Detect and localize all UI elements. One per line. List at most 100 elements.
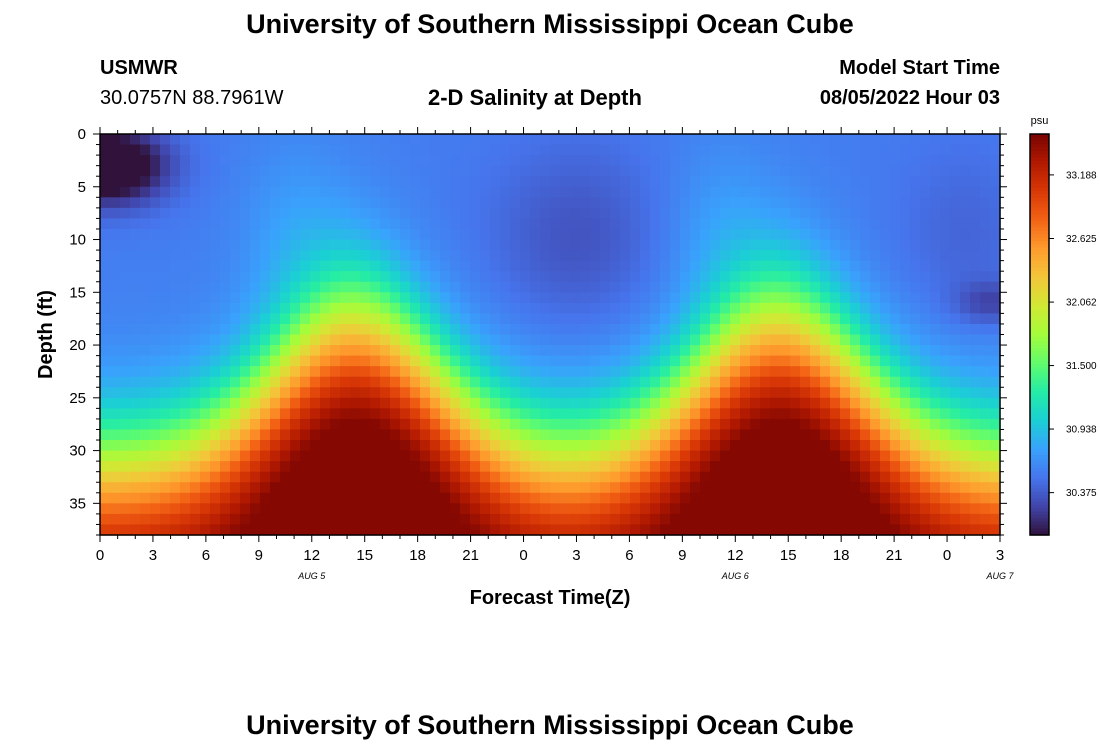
heatmap-cell [440,482,451,494]
heatmap-cell [790,345,801,357]
heatmap-cell [350,492,361,504]
heatmap-cell [680,302,691,314]
heatmap-cell [870,250,881,262]
heatmap-cell [900,408,911,420]
heatmap-cell [370,503,381,515]
heatmap-cell [110,218,121,230]
heatmap-cell [850,165,861,177]
heatmap-cell [290,376,301,388]
heatmap-cell [790,292,801,304]
heatmap-cell [520,418,531,431]
heatmap-cell [630,228,641,241]
heatmap-cell [970,239,981,251]
heatmap-cell [420,155,431,167]
heatmap-cell [860,440,871,452]
heatmap-cell [280,186,291,198]
heatmap-cell [220,271,231,283]
heatmap-cell [570,524,581,536]
heatmap-cell [200,144,211,156]
heatmap-cell [750,155,761,167]
heatmap-cell [290,228,301,241]
heatmap-cell [450,134,461,146]
heatmap-cell [250,281,261,293]
heatmap-cell [660,429,671,441]
colorbar-segment [1030,210,1049,215]
heatmap-cell [450,218,461,230]
heatmap-cell [240,513,251,526]
heatmap-cell [920,482,931,494]
heatmap-cell [210,134,221,146]
heatmap-cell [590,376,601,388]
heatmap-cell [370,165,381,177]
heatmap-cell [290,302,301,314]
heatmap-cell [480,313,491,325]
heatmap-cell [610,260,621,272]
heatmap-cell [980,197,991,209]
heatmap-cell [810,165,821,177]
heatmap-cell [330,239,341,251]
heatmap-cell [100,239,111,251]
heatmap-cell [100,513,111,526]
heatmap-cell [530,250,541,262]
heatmap-cell [340,513,351,526]
heatmap-cell [690,218,701,230]
heatmap-cell [750,450,761,462]
heatmap-cell [540,482,551,494]
heatmap-cell [860,176,871,188]
heatmap-cell [810,218,821,230]
heatmap-cell [820,492,831,504]
heatmap-cell [460,345,471,357]
heatmap-cell [440,429,451,441]
heatmap-cell [530,218,541,230]
heatmap-cell [720,218,731,230]
heatmap-cell [290,239,301,251]
heatmap-cell [370,186,381,198]
heatmap-cell [290,387,301,399]
heatmap-cell [600,418,611,431]
heatmap-cell [430,461,441,473]
heatmap-cell [430,144,441,156]
heatmap-cell [700,292,711,304]
heatmap-cell [610,292,621,304]
heatmap-cell [510,260,521,272]
heatmap-cell [140,471,151,483]
heatmap-cell [150,155,161,167]
heatmap-cell [310,450,321,462]
heatmap-cell [450,176,461,188]
heatmap-cell [860,271,871,283]
heatmap-cell [240,323,251,336]
heatmap-cell [160,429,171,441]
heatmap-cell [480,144,491,156]
heatmap-cell [500,186,511,198]
heatmap-cell [470,260,481,272]
heatmap-cell [980,440,991,452]
heatmap-cell [570,323,581,336]
heatmap-cell [530,281,541,293]
heatmap-cell [160,471,171,483]
heatmap-cell [630,197,641,209]
heatmap-cell [280,292,291,304]
heatmap-cell [580,345,591,357]
heatmap-cell [310,281,321,293]
heatmap-cell [570,176,581,188]
heatmap-cell [210,207,221,220]
heatmap-cell [200,429,211,441]
heatmap-cell [750,302,761,314]
heatmap-cell [500,134,511,146]
heatmap-cell [280,250,291,262]
heatmap-cell [940,165,951,177]
heatmap-cell [660,345,671,357]
heatmap-cell [930,492,941,504]
heatmap-cell [390,429,401,441]
heatmap-cell [150,197,161,209]
heatmap-cell [200,186,211,198]
heatmap-cell [470,366,481,378]
heatmap-cell [660,418,671,431]
heatmap-cell [260,260,271,272]
heatmap-cell [460,492,471,504]
heatmap-cell [860,461,871,473]
heatmap-cell [270,144,281,156]
heatmap-cell [420,408,431,420]
heatmap-cell [390,397,401,409]
heatmap-cell [620,492,631,504]
